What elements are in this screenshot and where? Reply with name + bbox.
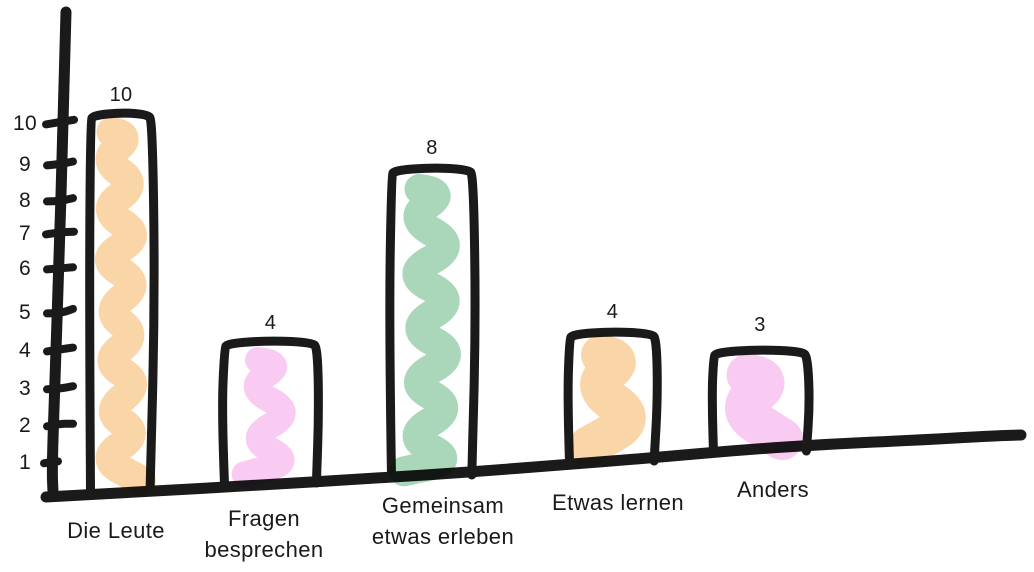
y-tick-label: 1 [19,451,31,474]
bar-scribble-fill [568,335,646,467]
y-tick-label: 8 [19,189,31,212]
y-tick-label: 3 [19,377,31,400]
y-tick-label: 2 [19,414,31,437]
y-axis-tick [40,457,62,468]
bar-category-label: Fragen [228,506,300,531]
y-axis-tick [43,343,77,356]
bar-outline [85,108,159,495]
bar-value-label: 4 [265,312,276,334]
x-axis-line [40,429,1027,503]
bar-scribble-fill [231,347,296,488]
bar-value-label: 4 [607,301,618,323]
y-tick-label: 4 [19,339,31,362]
y-axis-tick [43,419,77,431]
bar-scribble-fill [95,117,156,496]
y-axis-tick [43,157,77,170]
bar-value-label: 10 [110,84,133,106]
y-tick-label: 6 [19,257,31,280]
y-axis-tick [42,115,78,129]
bar-category-label: Etwas lernen [552,490,684,515]
bar-outline [707,345,814,457]
bar-category-label: Anders [737,477,809,502]
y-tick-label: 7 [19,222,31,245]
bar-outline [563,327,662,467]
bar-outline [385,163,480,481]
bar-category-label: Gemeinsam [382,493,504,518]
y-axis-tick [42,227,78,239]
y-tick-label: 10 [13,112,37,135]
bar-value-label: 8 [426,137,437,159]
y-axis-tick [43,263,77,274]
bar-scribble-fill [725,354,803,461]
bar-outline [218,336,323,489]
y-tick-label: 9 [19,153,31,176]
y-axis-tick [43,304,77,318]
bar-value-label: 3 [754,314,765,336]
bar-category-label: Die Leute [67,518,165,543]
y-tick-label: 5 [19,301,31,324]
bar-category-label: etwas erleben [372,524,514,549]
bar-scribble-fill [389,174,461,487]
y-axis-tick [43,382,77,394]
y-axis-tick [43,194,77,206]
y-axis-line [46,6,72,498]
bar-category-label: besprechen [205,537,324,562]
